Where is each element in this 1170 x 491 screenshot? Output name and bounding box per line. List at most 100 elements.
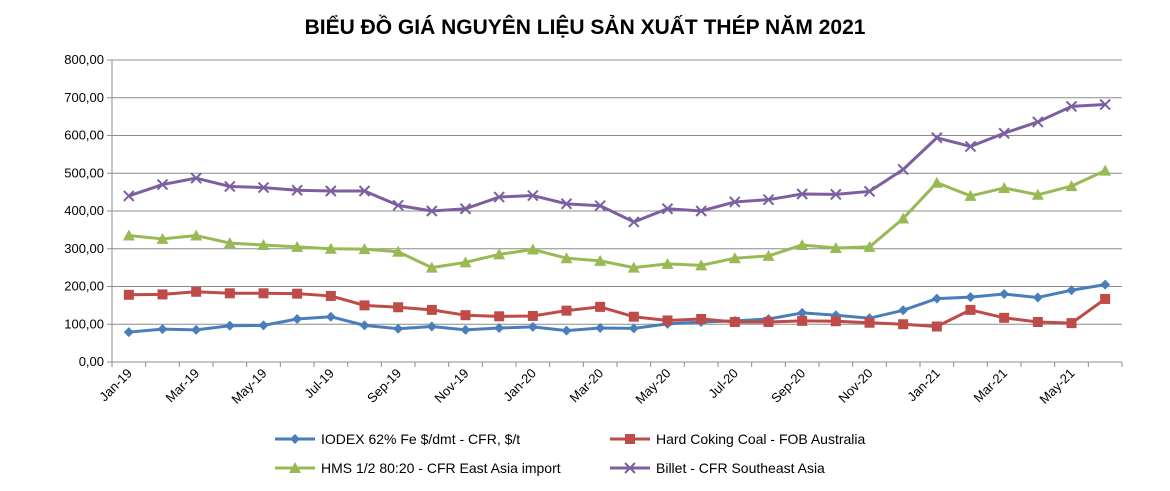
data-point xyxy=(325,290,336,301)
x-tick-label: Jul-19 xyxy=(301,366,337,402)
data-point xyxy=(1099,164,1112,176)
x-tick-label: Jan-21 xyxy=(904,366,943,405)
data-point xyxy=(325,185,337,197)
data-point xyxy=(965,292,976,303)
data-point xyxy=(628,311,639,322)
data-point xyxy=(224,320,235,331)
data-point xyxy=(459,256,472,268)
data-point xyxy=(964,140,977,153)
data-point xyxy=(156,178,169,191)
legend-item: HMS 1/2 80:20 - CFR East Asia import xyxy=(275,460,561,476)
series-line xyxy=(128,283,1106,334)
data-point xyxy=(292,313,303,324)
data-point xyxy=(190,172,202,184)
data-point xyxy=(999,289,1010,300)
x-tick-label: May-20 xyxy=(632,366,673,407)
data-point xyxy=(358,185,371,197)
data-point xyxy=(1100,279,1111,290)
data-point xyxy=(594,254,607,266)
y-tick-label: 200,00 xyxy=(64,279,104,294)
x-tick-label: Sep-19 xyxy=(364,366,404,406)
data-point xyxy=(627,261,640,273)
data-point xyxy=(191,286,202,297)
legend-marker xyxy=(625,434,635,444)
data-point xyxy=(662,315,673,326)
series-2 xyxy=(123,286,1111,332)
data-point xyxy=(224,288,235,299)
data-point xyxy=(291,184,303,196)
data-point xyxy=(325,311,336,322)
y-tick-label: 100,00 xyxy=(64,316,104,331)
data-point xyxy=(931,132,943,144)
y-tick-label: 300,00 xyxy=(64,241,104,256)
legend-label: IODEX 62% Fe $/dmt - CFR, $/t xyxy=(321,431,520,447)
data-point xyxy=(1100,293,1111,304)
legend-label: Billet - CFR Southeast Asia xyxy=(656,460,825,476)
data-point xyxy=(696,313,707,324)
series-line xyxy=(128,169,1106,270)
x-tick-label: Mar-19 xyxy=(163,366,203,406)
data-point xyxy=(628,216,640,228)
data-point xyxy=(493,248,506,260)
data-point xyxy=(1032,116,1044,128)
data-point xyxy=(527,189,539,202)
data-point xyxy=(392,199,404,212)
data-point xyxy=(1099,98,1111,111)
data-point xyxy=(358,243,371,255)
y-tick-label: 0,00 xyxy=(79,354,104,369)
data-point xyxy=(426,321,437,332)
data-point xyxy=(797,315,808,326)
data-point xyxy=(863,185,876,198)
data-point xyxy=(122,229,135,241)
data-point xyxy=(292,288,303,299)
data-point xyxy=(897,163,909,176)
data-point xyxy=(728,252,741,264)
data-point xyxy=(595,323,606,334)
data-point xyxy=(258,288,269,299)
data-point xyxy=(426,304,437,315)
data-point xyxy=(729,316,740,327)
series-line xyxy=(128,290,1107,329)
data-point xyxy=(460,324,471,335)
data-point xyxy=(931,321,942,332)
data-point xyxy=(425,261,438,273)
data-point xyxy=(561,305,572,316)
y-tick-label: 600,00 xyxy=(64,128,104,143)
data-point xyxy=(493,191,505,203)
data-point xyxy=(998,127,1010,139)
axes: 0,00 100,00 200,00 300,00 400,00 500,00 600,00… xyxy=(64,52,1123,407)
data-point xyxy=(998,181,1011,193)
data-point xyxy=(123,327,134,338)
data-point xyxy=(257,238,270,250)
data-point xyxy=(393,302,404,313)
x-tick-label: Nov-20 xyxy=(835,366,875,406)
data-point xyxy=(257,181,270,194)
data-point xyxy=(762,249,775,261)
data-point xyxy=(560,252,573,264)
series-4 xyxy=(123,98,1111,228)
data-point xyxy=(157,289,168,300)
data-point xyxy=(1065,180,1078,192)
x-tick-label: Nov-19 xyxy=(431,366,471,406)
data-point xyxy=(191,324,202,335)
legend-item: Billet - CFR Southeast Asia xyxy=(610,460,825,476)
data-point xyxy=(964,189,977,201)
data-point xyxy=(123,289,134,300)
data-point xyxy=(223,237,236,249)
data-point xyxy=(729,196,741,208)
data-point xyxy=(359,320,370,331)
data-point xyxy=(460,310,471,321)
chart-title: BIỂU ĐỒ GIÁ NGUYÊN LIỆU SẢN XUẤT THÉP NĂ… xyxy=(305,15,866,39)
data-point xyxy=(1065,100,1078,113)
data-point xyxy=(1032,316,1043,327)
x-tick-label: Mar-21 xyxy=(971,366,1011,406)
x-tick-label: Mar-20 xyxy=(567,366,607,406)
data-point xyxy=(863,240,876,252)
data-point xyxy=(965,304,976,315)
data-point xyxy=(830,316,841,327)
data-point xyxy=(1066,285,1077,296)
data-point xyxy=(393,323,404,334)
data-point xyxy=(796,238,809,250)
series-3 xyxy=(122,164,1112,273)
